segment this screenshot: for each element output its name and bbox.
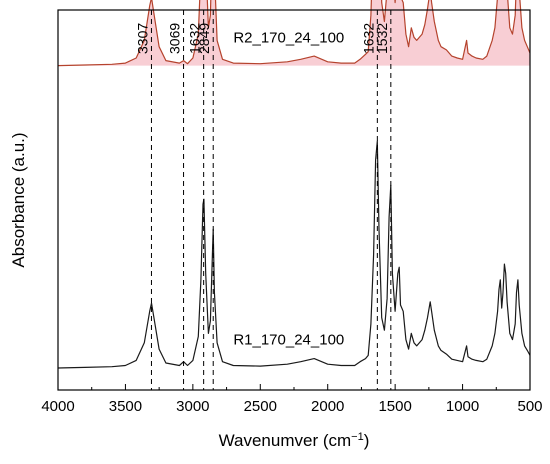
peak-label-3: 1632 [187,23,203,54]
series-fill-1 [58,0,530,66]
x-tick-label-5: 2000 [311,398,344,415]
peak-label-6: 1532 [374,23,390,54]
x-tick-label-4: 2500 [244,398,277,415]
peak-label-5: 1632 [360,23,376,54]
peak-label-1: 3307 [135,23,151,54]
x-tick-label-7: 1000 [446,398,479,415]
x-tick-label-1: 4000 [41,398,74,415]
x-tick-label-8: 500 [517,398,542,415]
x-axis-title: Wavenumver (cm−1) [219,431,370,450]
peak-label-2: 3069 [167,23,183,54]
series-label-2: R1_170_24_100 [233,332,344,349]
x-tick-label-3: 3000 [176,398,209,415]
series-label-1: R2_170_24_100 [233,29,344,46]
series-layer: R2_170_24_100 R1_170_24_100 [57,0,531,369]
x-ticks: 4000 3500 3000 2500 2000 1500 1000 500 [41,384,543,415]
series-line-2 [57,140,531,369]
peak-label-4: 2849 [196,23,212,54]
y-axis-title: Absorbance (a.u.) [9,132,28,267]
x-tick-label-6: 1500 [378,398,411,415]
x-tick-label-2: 3500 [109,398,142,415]
